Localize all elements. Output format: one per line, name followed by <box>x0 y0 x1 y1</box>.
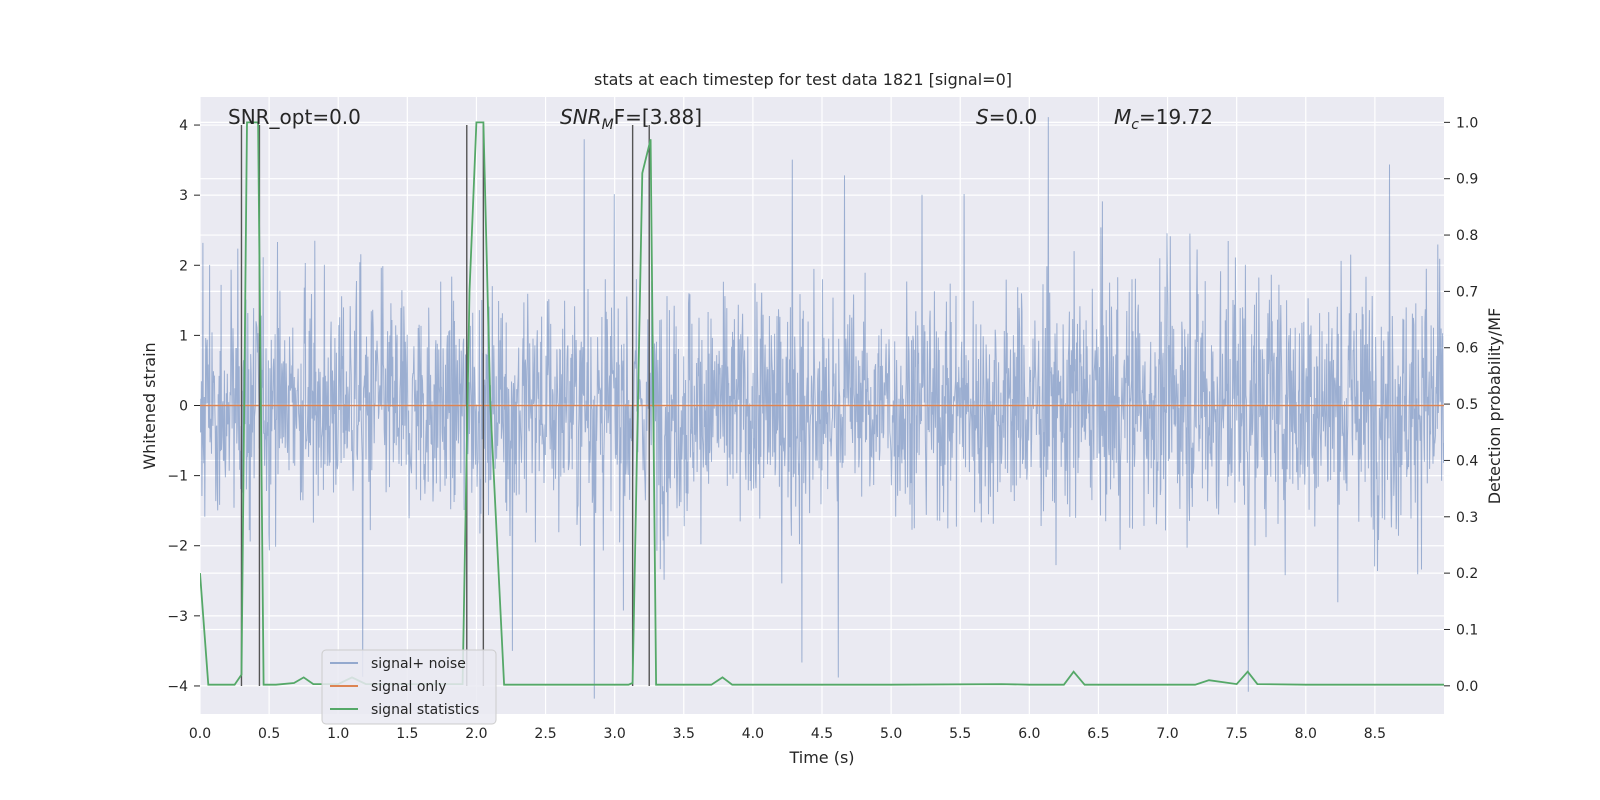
s-main: S <box>976 105 989 129</box>
y-tick-label: 4 <box>179 118 188 134</box>
y-right-tick-label: 0.6 <box>1456 341 1478 357</box>
y-right-tick-label: 0.0 <box>1456 679 1478 695</box>
x-tick-label: 1.5 <box>396 726 418 742</box>
series-group <box>200 117 1444 699</box>
x-tick-label: 8.5 <box>1364 726 1386 742</box>
x-tick-label: 3.0 <box>604 726 626 742</box>
mc-rest: =19.72 <box>1139 105 1213 129</box>
legend-label-noise: signal+ noise <box>371 656 466 672</box>
x-tick-label: 4.0 <box>742 726 764 742</box>
y-axis-label: Whitened strain <box>140 342 159 469</box>
y-right-tick-label: 0.7 <box>1456 284 1478 300</box>
y-axis-right-label: Detection probability/MF <box>1485 308 1504 505</box>
y-right-tick-label: 0.3 <box>1456 510 1478 526</box>
legend-label-signal: signal only <box>371 679 446 695</box>
x-tick-label: 7.0 <box>1156 726 1178 742</box>
x-tick-label: 0.0 <box>189 726 211 742</box>
s-rest: =0.0 <box>989 105 1038 129</box>
snr-mf-sub: M <box>602 117 614 133</box>
y-tick-label: 0 <box>179 399 188 415</box>
y-tick-label: 2 <box>179 258 188 274</box>
x-tick-label: 3.5 <box>673 726 695 742</box>
y-right-tick-label: 0.5 <box>1456 397 1478 413</box>
y-axis-right-ticks: 1.0 0.9 0.8 0.7 0.6 0.5 0.4 0.3 0.2 0.1 0.0 <box>1444 115 1478 695</box>
x-tick-label: 4.5 <box>811 726 833 742</box>
series-signal-statistics <box>200 121 1444 686</box>
x-tick-label: 6.0 <box>1018 726 1040 742</box>
y-right-tick-label: 1.0 <box>1456 115 1478 131</box>
x-axis-label: Time (s) <box>788 748 854 767</box>
series-signal-noise <box>200 117 1444 699</box>
series-layer <box>200 117 1444 699</box>
x-tick-label: 6.5 <box>1087 726 1109 742</box>
y-right-tick-label: 0.8 <box>1456 228 1478 244</box>
mc-sub: c <box>1131 117 1139 133</box>
x-tick-label: 1.0 <box>327 726 349 742</box>
y-right-tick-label: 0.1 <box>1456 622 1478 638</box>
legend-label-stats: signal statistics <box>371 702 479 718</box>
y-right-tick-label: 0.4 <box>1456 453 1478 469</box>
x-tick-label: 2.5 <box>534 726 556 742</box>
x-tick-label: 5.0 <box>880 726 902 742</box>
annotation-snr-mf: SNRMF=[3.88] <box>560 105 702 133</box>
y-right-tick-label: 0.9 <box>1456 172 1478 188</box>
y-tick-label: −3 <box>167 609 188 625</box>
x-tick-label: 8.0 <box>1295 726 1317 742</box>
x-tick-label: 0.5 <box>258 726 280 742</box>
snr-mf-main: SNR <box>560 105 602 129</box>
x-axis-ticks: 0.0 0.5 1.0 1.5 2.0 2.5 3.0 3.5 4.0 4.5 5.0 5.5 6.0 6… <box>189 726 1386 742</box>
legend: signal+ noise signal only signal statist… <box>321 649 497 725</box>
annotation-snr-opt: SNR_opt=0.0 <box>228 105 361 129</box>
y-tick-label: −4 <box>167 679 188 695</box>
legend-box <box>321 649 497 725</box>
y-tick-label: −1 <box>167 469 188 485</box>
mc-main: M <box>1114 105 1131 129</box>
x-tick-label: 7.5 <box>1226 726 1248 742</box>
x-tick-label: 2.0 <box>465 726 487 742</box>
y-tick-label: −2 <box>167 539 188 555</box>
snr-mf-rest: F=[3.88] <box>614 105 702 129</box>
x-tick-label: 5.5 <box>949 726 971 742</box>
annotation-mc: Mc=19.72 <box>1114 105 1213 133</box>
y-right-tick-label: 0.2 <box>1456 566 1478 582</box>
annotation-s: S=0.0 <box>976 105 1037 129</box>
y-tick-label: 1 <box>179 328 188 344</box>
y-axis-left-ticks: 4 3 2 1 0 −1 −2 −3 −4 <box>167 118 200 695</box>
y-tick-label: 3 <box>179 188 188 204</box>
chart-title: stats at each timestep for test data 182… <box>594 70 1012 89</box>
